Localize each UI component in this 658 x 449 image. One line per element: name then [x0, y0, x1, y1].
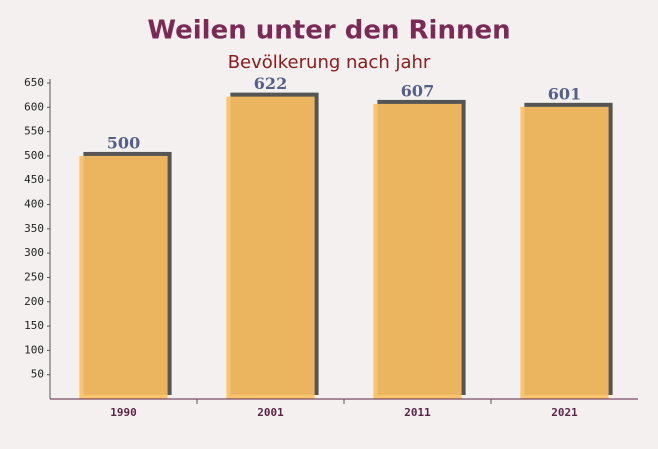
value-label: 601 [548, 84, 581, 103]
y-tick-label: 450 [24, 173, 44, 186]
bar [373, 103, 462, 400]
y-tick-label: 400 [24, 198, 44, 211]
y-tick-label: 200 [24, 295, 44, 308]
bar [79, 155, 168, 399]
y-tick-label: 600 [24, 100, 44, 113]
bar [226, 96, 315, 399]
y-tick-label: 500 [24, 149, 44, 162]
x-tick-label: 2001 [257, 406, 284, 419]
y-tick-label: 550 [24, 125, 44, 138]
y-tick-label: 300 [24, 246, 44, 259]
x-tick-label: 1990 [110, 406, 137, 419]
y-tick-label: 100 [24, 343, 44, 356]
bar [520, 106, 609, 400]
x-tick-label: 2021 [551, 406, 578, 419]
value-label: 607 [401, 81, 434, 100]
x-tick-label: 2011 [404, 406, 431, 419]
y-tick-label: 250 [24, 270, 44, 283]
value-label: 500 [107, 133, 140, 152]
chart-subtitle: Bevölkerung nach jahr [228, 52, 431, 73]
chart-title: Weilen unter den Rinnen [147, 16, 510, 46]
y-tick-label: 150 [24, 319, 44, 332]
y-tick-label: 350 [24, 222, 44, 235]
y-tick-label: 50 [31, 368, 44, 381]
value-label: 622 [254, 74, 287, 93]
y-tick-label: 650 [24, 76, 44, 89]
